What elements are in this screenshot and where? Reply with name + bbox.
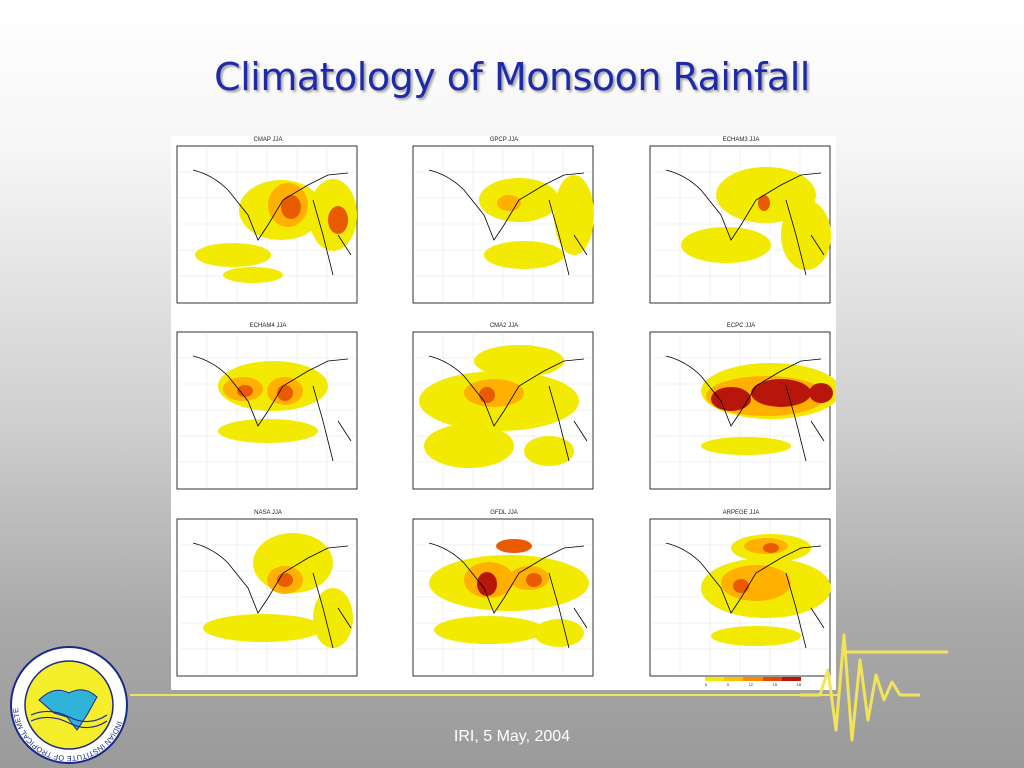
map-panel-cma2: CMA2 JJA [409, 322, 599, 495]
legend-tick: 15 [772, 682, 777, 687]
legend-swatch-3 [762, 677, 782, 681]
map-panel-echam4: ECHAM4 JJA [173, 322, 363, 495]
panel-title: CMAP JJA [253, 137, 283, 143]
legend-tick: 18 [796, 682, 801, 687]
color-legend: 6 9 12 15 18 [705, 677, 802, 689]
accent-line [130, 694, 840, 696]
legend-swatch-4 [781, 677, 802, 681]
map-panel-ecpc: ECPC JJA [646, 322, 836, 495]
iitm-logo: INDIAN INSTITUTE OF TROPICAL METEOROLOGY… [9, 645, 128, 764]
panel-title: ECHAM4 JJA [249, 323, 287, 329]
panel-title: GFDL JJA [490, 510, 518, 516]
panel-title: GPCP JJA [489, 137, 519, 143]
seismograph-decoration [800, 633, 948, 742]
legend-ticks: 6 9 12 15 18 [705, 682, 801, 687]
map-panel-gpcp: GPCP JJA [409, 136, 599, 309]
rainfall-map [176, 145, 358, 304]
panel-title: ECPC JJA [726, 323, 756, 329]
rainfall-map [412, 331, 594, 490]
legend-color-bar [705, 677, 802, 681]
slide-title: Climatology of Monsoon Rainfall [214, 55, 810, 99]
rainfall-map [176, 331, 358, 490]
panel-title: CMA2 JJA [489, 323, 519, 329]
map-panel-cmap: CMAP JJA [173, 136, 363, 309]
legend-swatch-2 [743, 677, 763, 681]
legend-tick: 6 [705, 682, 708, 687]
legend-swatch-0 [705, 677, 725, 681]
rainfall-map [412, 145, 594, 304]
legend-tick: 12 [748, 682, 753, 687]
map-panel-nasa: NASA JJA [173, 509, 363, 682]
rainfall-map [649, 331, 836, 490]
slide-footer: IRI, 5 May, 2004 [453, 728, 571, 745]
rainfall-map [649, 518, 831, 677]
rainfall-map [649, 145, 831, 304]
legend-tick: 9 [726, 682, 729, 687]
rainfall-map [412, 518, 594, 677]
panel-title: ECHAM3 JJA [722, 137, 760, 143]
map-panel-echam3: ECHAM3 JJA [646, 136, 836, 309]
panel-title: ARPEGE JJA [722, 510, 760, 516]
rainfall-map [176, 518, 358, 677]
rainfall-figure: CMAP JJA GPCP JJA [171, 136, 836, 690]
map-panel-gfdl: GFDL JJA [409, 509, 599, 682]
legend-swatch-1 [724, 677, 744, 681]
map-panel-arpege: ARPEGE JJA [646, 509, 836, 682]
panel-title: NASA JJA [254, 510, 282, 516]
